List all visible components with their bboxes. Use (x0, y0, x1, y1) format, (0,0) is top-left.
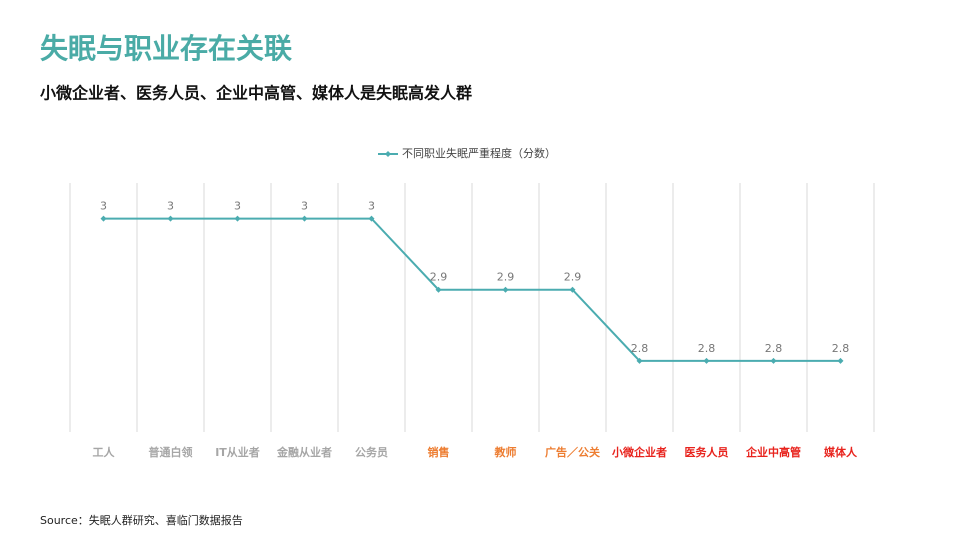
marker (435, 286, 442, 293)
data-label: 2.9 (430, 271, 448, 284)
marker (636, 357, 643, 364)
marker (234, 215, 241, 222)
data-label: 2.9 (564, 271, 582, 284)
data-label: 3 (368, 200, 375, 213)
marker (301, 215, 308, 222)
data-label: 2.9 (497, 271, 515, 284)
data-label: 3 (301, 200, 308, 213)
marker (837, 357, 844, 364)
data-label: 2.8 (631, 342, 649, 355)
data-label: 2.8 (832, 342, 850, 355)
x-tick-label: 企业中高管 (745, 445, 801, 459)
legend-label: 不同职业失眠严重程度（分数） (402, 146, 556, 160)
x-tick-label: 小微企业者 (611, 445, 667, 459)
title: 失眠与职业存在关联 (40, 32, 292, 65)
x-tick-label: 医务人员 (685, 445, 729, 459)
marker (502, 286, 509, 293)
marker (770, 357, 777, 364)
data-label: 2.8 (698, 342, 716, 355)
data-label: 3 (234, 200, 241, 213)
x-tick-label: IT从业者 (215, 445, 260, 459)
subtitle: 小微企业者、医务人员、企业中高管、媒体人是失眠高发人群 (40, 84, 472, 103)
source: Source：失眠人群研究、喜临门数据报告 (40, 513, 243, 527)
legend-marker (385, 151, 391, 157)
line (103, 217, 841, 362)
x-tick-label: 工人 (93, 445, 116, 459)
x-tick-label: 媒体人 (823, 445, 858, 459)
data-label: 3 (100, 200, 107, 213)
marker (703, 357, 710, 364)
marker (100, 215, 107, 222)
x-tick-label: 金融从业者 (276, 445, 332, 459)
x-tick-label: 销售 (428, 445, 450, 459)
marker (569, 286, 576, 293)
x-tick-label: 广告／公关 (545, 445, 600, 459)
x-tick-label: 教师 (494, 445, 517, 459)
x-tick-label: 公务员 (355, 445, 388, 459)
marker (167, 215, 174, 222)
x-tick-label: 普通白领 (149, 445, 193, 459)
data-label: 2.8 (765, 342, 783, 355)
data-label: 3 (167, 200, 174, 213)
marker (368, 215, 375, 222)
